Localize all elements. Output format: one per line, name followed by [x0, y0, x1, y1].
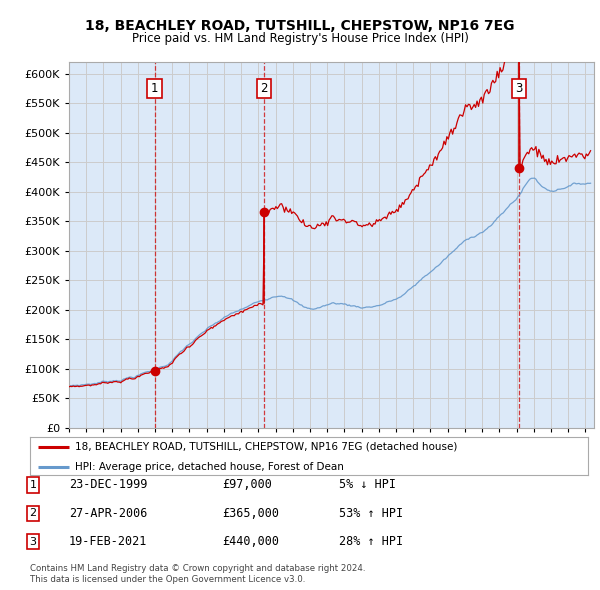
Text: Price paid vs. HM Land Registry's House Price Index (HPI): Price paid vs. HM Land Registry's House …	[131, 32, 469, 45]
Text: £365,000: £365,000	[222, 507, 279, 520]
Text: £440,000: £440,000	[222, 535, 279, 548]
Text: HPI: Average price, detached house, Forest of Dean: HPI: Average price, detached house, Fore…	[74, 461, 344, 471]
Text: 18, BEACHLEY ROAD, TUTSHILL, CHEPSTOW, NP16 7EG (detached house): 18, BEACHLEY ROAD, TUTSHILL, CHEPSTOW, N…	[74, 442, 457, 452]
Text: Contains HM Land Registry data © Crown copyright and database right 2024.: Contains HM Land Registry data © Crown c…	[30, 565, 365, 573]
Text: 3: 3	[515, 82, 523, 95]
Text: 27-APR-2006: 27-APR-2006	[69, 507, 148, 520]
Text: 3: 3	[29, 537, 37, 546]
Text: 53% ↑ HPI: 53% ↑ HPI	[339, 507, 403, 520]
Text: 19-FEB-2021: 19-FEB-2021	[69, 535, 148, 548]
Text: 2: 2	[29, 509, 37, 518]
Text: 23-DEC-1999: 23-DEC-1999	[69, 478, 148, 491]
Text: £97,000: £97,000	[222, 478, 272, 491]
Text: 1: 1	[151, 82, 158, 95]
Text: 1: 1	[29, 480, 37, 490]
Text: 28% ↑ HPI: 28% ↑ HPI	[339, 535, 403, 548]
Text: 2: 2	[260, 82, 268, 95]
Text: 5% ↓ HPI: 5% ↓ HPI	[339, 478, 396, 491]
Text: This data is licensed under the Open Government Licence v3.0.: This data is licensed under the Open Gov…	[30, 575, 305, 584]
Text: 18, BEACHLEY ROAD, TUTSHILL, CHEPSTOW, NP16 7EG: 18, BEACHLEY ROAD, TUTSHILL, CHEPSTOW, N…	[85, 19, 515, 33]
